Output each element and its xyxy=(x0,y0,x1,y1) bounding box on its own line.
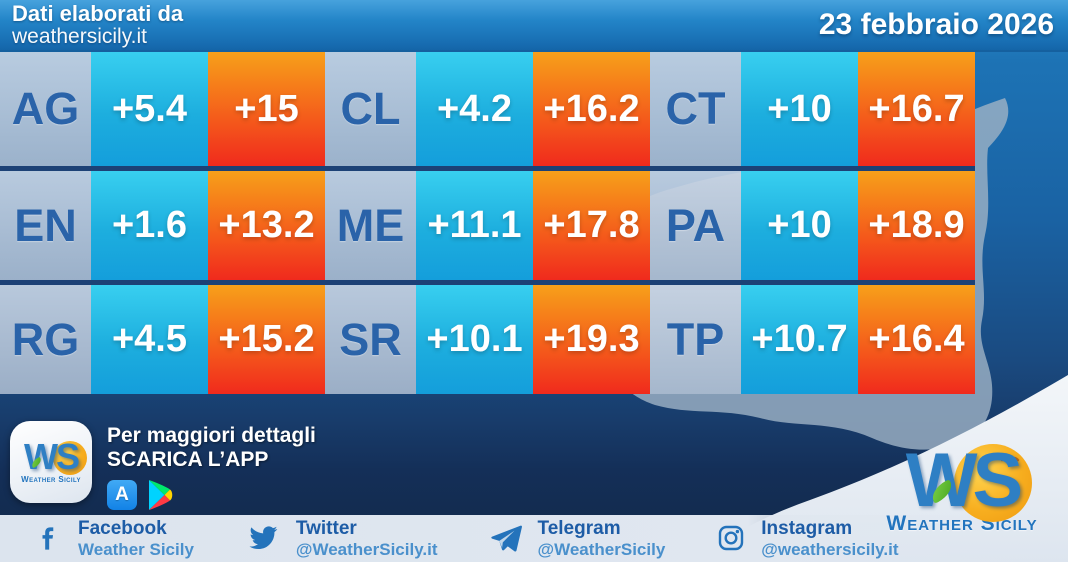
province-label: ME xyxy=(325,171,416,280)
temperature-table: AG +5.4 +15 CL +4.2 +16.2 CT +10 +16.7 E… xyxy=(0,52,975,394)
max-temp-cell: +16.7 xyxy=(858,52,975,166)
sun-icon xyxy=(53,441,87,475)
credit-line-1: Dati elaborati da xyxy=(12,0,184,26)
max-temp-cell: +16.4 xyxy=(858,285,975,394)
credit-line-2: weathersicily.it xyxy=(12,24,147,48)
social-name: Instagram xyxy=(761,518,853,540)
birds-icon xyxy=(1001,456,1020,462)
date-label: 23 febbraio 2026 xyxy=(818,8,1054,41)
twitter-icon xyxy=(249,526,278,550)
weather-sicily-app-icon[interactable]: WS Weather Sicily xyxy=(10,421,92,503)
facebook-icon xyxy=(42,527,54,551)
instagram-icon xyxy=(719,526,744,551)
min-temp-cell: +10.7 xyxy=(741,285,858,394)
province-label: TP xyxy=(650,285,741,394)
max-temp-cell: +16.2 xyxy=(533,52,650,166)
social-item-twitter[interactable]: Twitter @WeatherSicily.it xyxy=(246,518,438,559)
social-name: Telegram xyxy=(537,518,621,540)
min-temp-cell: +10 xyxy=(741,52,858,166)
max-temp-cell: +17.8 xyxy=(533,171,650,280)
social-text: Telegram @WeatherSicily xyxy=(538,518,666,558)
telegram-icon xyxy=(490,526,522,552)
app-promo: WS Weather Sicily Per maggiori dettagli … xyxy=(10,421,316,511)
max-temp-cell: +13.2 xyxy=(208,171,325,280)
max-temp-cell: +15.2 xyxy=(208,285,325,394)
social-text: Facebook Weather Sicily xyxy=(78,518,194,558)
min-temp-cell: +4.5 xyxy=(91,285,208,394)
social-handle: @weathersicily.it xyxy=(761,539,899,559)
ws-logo-big: WS xyxy=(906,442,1033,522)
table-row: EN +1.6 +13.2 ME +11.1 +17.8 PA +10 +18.… xyxy=(0,166,975,280)
brand-wordmark-mini: Weather Sicily xyxy=(21,475,81,484)
promo-text: Per maggiori dettagli SCARICA L’APP A xyxy=(107,421,316,511)
min-temp-cell: +10.1 xyxy=(416,285,533,394)
app-store-glyph: A xyxy=(115,484,129,506)
logo-text: WS xyxy=(905,438,1023,523)
province-label: AG xyxy=(0,52,91,166)
social-handle: Weather Sicily xyxy=(78,539,194,559)
min-temp-cell: +1.6 xyxy=(91,171,208,280)
social-text: Instagram @weathersicily.it xyxy=(761,518,898,558)
social-bar: Facebook Weather Sicily Twitter @Weather… xyxy=(0,515,1068,562)
sun-icon xyxy=(954,444,1033,522)
table-row: AG +5.4 +15 CL +4.2 +16.2 CT +10 +16.7 xyxy=(0,52,975,166)
social-item-telegram[interactable]: Telegram @WeatherSicily xyxy=(490,518,666,559)
min-temp-cell: +4.2 xyxy=(416,52,533,166)
promo-line-1: Per maggiori dettagli xyxy=(107,424,316,447)
max-temp-cell: +15 xyxy=(208,52,325,166)
social-item-facebook[interactable]: Facebook Weather Sicily xyxy=(36,518,194,559)
province-label: PA xyxy=(650,171,741,280)
min-temp-cell: +11.1 xyxy=(416,171,533,280)
social-handle: @WeatherSicily xyxy=(537,539,666,559)
social-name: Twitter xyxy=(295,518,357,540)
min-temp-cell: +10 xyxy=(741,171,858,280)
logo-text: WS xyxy=(24,436,80,477)
social-handle: @WeatherSicily.it xyxy=(295,539,438,559)
weather-sicily-logo: WS Weather Sicily xyxy=(864,442,1060,536)
province-label: RG xyxy=(0,285,91,394)
province-label: EN xyxy=(0,171,91,280)
table-row: RG +4.5 +15.2 SR +10.1 +19.3 TP +10.7 +1… xyxy=(0,280,975,394)
google-play-icon[interactable] xyxy=(146,479,176,511)
header-bar: Dati elaborati da weathersicily.it 23 fe… xyxy=(0,0,1068,52)
social-text: Twitter @WeatherSicily.it xyxy=(296,518,438,558)
max-temp-cell: +19.3 xyxy=(533,285,650,394)
min-temp-cell: +5.4 xyxy=(91,52,208,166)
social-name: Facebook xyxy=(78,518,167,540)
province-label: SR xyxy=(325,285,416,394)
store-badges: A xyxy=(107,479,316,511)
ws-logo-mini: WS xyxy=(24,439,87,475)
social-item-instagram[interactable]: Instagram @weathersicily.it xyxy=(717,518,899,559)
data-credit: Dati elaborati da weathersicily.it xyxy=(0,2,183,48)
province-label: CT xyxy=(650,52,741,166)
app-store-icon[interactable]: A xyxy=(107,480,137,511)
province-label: CL xyxy=(325,52,416,166)
max-temp-cell: +18.9 xyxy=(858,171,975,280)
promo-line-2: SCARICA L’APP xyxy=(107,447,269,471)
